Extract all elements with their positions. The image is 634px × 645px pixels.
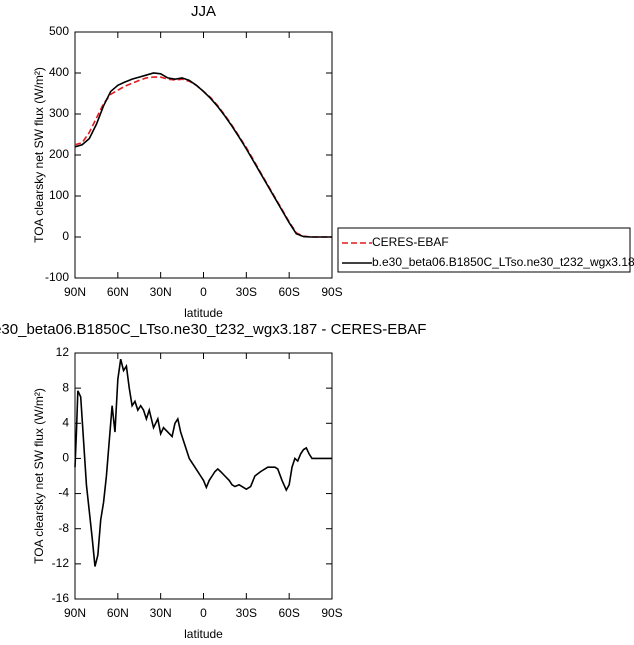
y-tick-label: 400 [49,65,69,79]
legend-box [337,227,631,273]
x-tick-label: 90S [321,285,342,299]
x-tick-label: 30S [236,606,257,620]
y-tick-label: 100 [49,188,69,202]
y-axis-label: TOA clearsky net SW flux (W/m²) [32,67,46,243]
y-tick-label: -8 [58,521,69,535]
x-tick-label: 0 [200,285,207,299]
y-tick-label: -16 [52,591,70,605]
x-tick-label: 0 [200,606,207,620]
y-tick-label: 300 [49,106,69,120]
y-tick-label: 200 [49,147,69,161]
x-axis-label: latitude [184,627,223,641]
x-axis-label: latitude [184,306,223,320]
y-tick-label: 0 [62,229,69,243]
x-tick-label: 60N [107,285,129,299]
x-tick-label: 30N [150,606,172,620]
y-tick-label: -100 [45,270,69,284]
x-tick-label: 90N [64,606,86,620]
legend-label: b.e30_beta06.B1850C_LTso.ne30_t232_wgx3.… [372,255,634,269]
x-tick-label: 60N [107,606,129,620]
y-tick-label: 8 [62,380,69,394]
y-tick-label: 12 [56,345,70,359]
y-tick-label: 0 [62,451,69,465]
y-tick-label: -12 [52,556,70,570]
y-axis-label: TOA clearsky net SW flux (W/m²) [32,388,46,564]
chart-title: JJA [191,3,216,20]
data-line [74,76,332,238]
legend-label: CERES-EBAF [372,235,449,249]
plot-frame [74,352,333,600]
plot-frame [74,31,333,279]
x-tick-label: 90N [64,285,86,299]
y-tick-label: -4 [58,486,69,500]
y-tick-label: 500 [49,24,69,38]
chart-title: b.e30_beta06.B1850C_LTso.ne30_t232_wgx3.… [0,321,426,338]
x-tick-label: 30N [150,285,172,299]
x-tick-label: 60S [278,606,299,620]
x-tick-label: 30S [236,285,257,299]
data-line [74,358,332,567]
x-tick-label: 90S [321,606,342,620]
data-line [74,72,332,238]
x-tick-label: 60S [278,285,299,299]
y-tick-label: 4 [62,415,69,429]
